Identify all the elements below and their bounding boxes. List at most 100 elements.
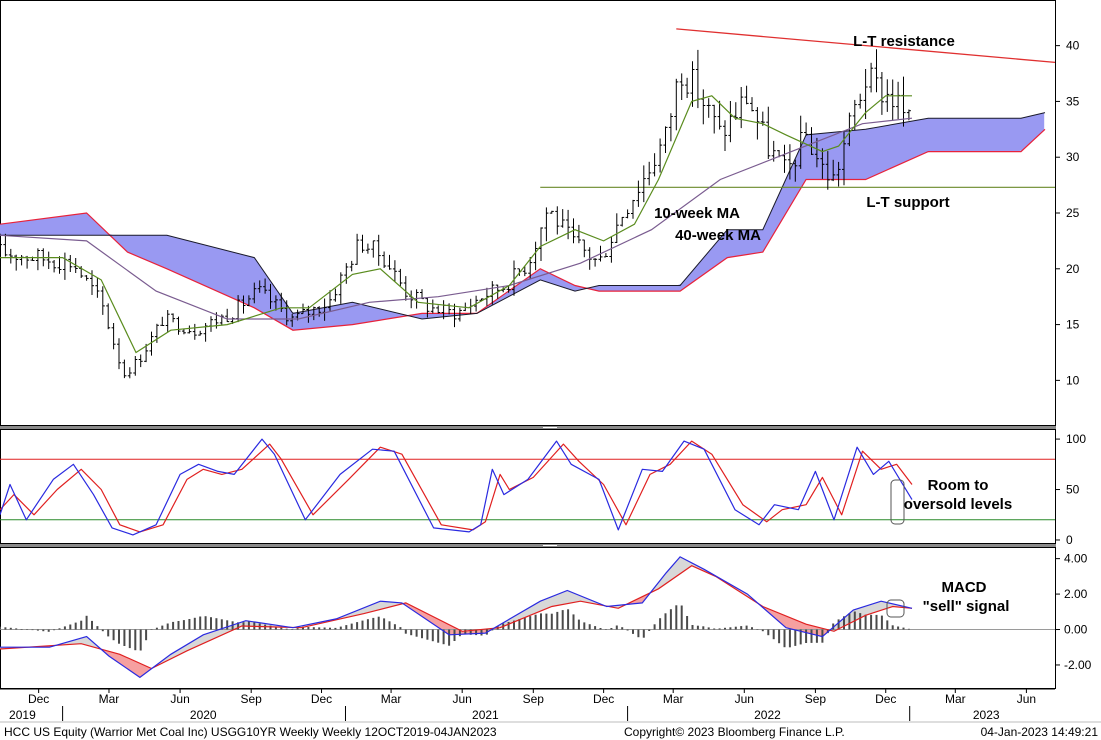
price-bar [679, 73, 684, 100]
price-bar [311, 306, 316, 321]
macd-histogram-bar [53, 629, 56, 631]
price-bar [263, 278, 268, 294]
price-bar [387, 254, 392, 270]
price-bar [685, 77, 690, 98]
oscillator-y-tick-label: 50 [1066, 483, 1080, 497]
macd-histogram-bar [783, 629, 786, 648]
month-tick-label: Sep [523, 692, 545, 706]
macd-histogram-bar [534, 614, 537, 630]
price-bar [344, 263, 349, 284]
oscillator-y-tick-label: 100 [1066, 432, 1086, 446]
price-bar [290, 314, 295, 327]
macd-histogram-bar [713, 628, 716, 630]
macd-histogram-bar [875, 614, 878, 630]
macd-histogram-bar [810, 629, 813, 643]
macd-histogram-bar [718, 628, 721, 630]
price-bar [896, 81, 901, 119]
price-bar [804, 122, 809, 136]
price-bar [257, 280, 262, 293]
macd-histogram-bar [139, 629, 142, 651]
macd-histogram-bar [404, 629, 407, 634]
macd-histogram-bar [491, 629, 494, 631]
macd-histogram-bar [637, 629, 640, 638]
macd-histogram-bar [886, 620, 889, 630]
cloud-span-b-line [0, 128, 1046, 331]
macd-histogram-bar [123, 629, 126, 646]
macd-histogram-bar [859, 613, 862, 630]
price-bar [203, 323, 208, 342]
price-bar [728, 101, 733, 143]
macd-histogram-bar [47, 629, 50, 632]
price-bar [582, 239, 587, 258]
macd-histogram-bar [383, 618, 386, 630]
macd-histogram-bar [334, 627, 337, 630]
macd-histogram-bar [745, 625, 748, 630]
macd-histogram-bar [453, 629, 456, 641]
price-bar [160, 316, 165, 326]
month-tick-label: Dec [311, 692, 332, 706]
splitter-handle-bottom[interactable] [0, 544, 1056, 547]
macd-histogram-bar [366, 619, 369, 630]
macd-histogram-bar [594, 626, 597, 630]
macd-histogram-bar [696, 625, 699, 630]
macd-histogram-bar [675, 605, 678, 630]
oscillator-panel: 0 50 100 [0, 432, 1086, 547]
macd-histogram-bar [788, 629, 791, 648]
macd-histogram-bar [280, 627, 283, 630]
macd-histogram-bar [707, 627, 710, 630]
price-bar [457, 307, 462, 322]
price-panel: 10 15 20 25 30 35 40 [0, 28, 1080, 387]
macd-histogram-bar [431, 629, 434, 642]
price-bar [382, 251, 387, 268]
price-bar [62, 252, 67, 280]
macd-histogram-bar [91, 620, 93, 630]
macd-histogram-bar [864, 614, 867, 630]
price-bar [403, 276, 408, 301]
price-bar [122, 359, 127, 379]
price-bar [149, 331, 154, 356]
macd-annotation-line1: MACD [942, 579, 987, 596]
price-bar [750, 97, 754, 112]
month-tick-label: Mar [99, 692, 120, 706]
macd-histogram-bar [193, 617, 196, 630]
oscillator-y-tick-label: 0 [1066, 533, 1073, 547]
price-bar [858, 93, 863, 109]
price-bar [306, 305, 311, 323]
oscillator-annotation-line2: oversold levels [904, 496, 1012, 513]
macd-histogram-bar [604, 629, 607, 630]
price-bar [365, 243, 370, 254]
price-bar [268, 283, 273, 309]
month-tick-label: Dec [28, 692, 49, 706]
macd-histogram-bar [226, 620, 229, 630]
price-bar [706, 98, 711, 118]
macd-histogram-bar [323, 627, 326, 630]
cloud-span-a-line [0, 112, 1046, 320]
macd-histogram-bar [291, 629, 294, 630]
macd-difference-fill [493, 590, 606, 629]
macd-histogram-bar [702, 626, 705, 630]
price-y-tick-label: 20 [1066, 262, 1080, 276]
year-tick-label: 2023 [973, 708, 1000, 722]
macd-histogram-bar [15, 628, 18, 630]
price-bar [674, 78, 679, 131]
price-bar [52, 260, 57, 273]
price-bar [35, 248, 40, 271]
splitter-handle-top[interactable] [0, 426, 1056, 429]
price-bar [138, 354, 143, 368]
price-bar [273, 295, 278, 311]
macd-y-tick-label: 2.00 [1064, 587, 1088, 601]
macd-highlight-box [886, 599, 905, 618]
macd-histogram-bar [145, 629, 148, 641]
macd-histogram-bar [848, 613, 851, 630]
macd-histogram-bar [42, 629, 45, 632]
macd-histogram-bar [756, 629, 759, 630]
footer-copyright: Copyright© 2023 Bloomberg Finance L.P. [624, 725, 845, 739]
price-bar [246, 295, 251, 307]
month-tick-label: Mar [945, 692, 966, 706]
macd-histogram-bar [0, 626, 1, 630]
price-bar [187, 325, 192, 334]
macd-histogram-bar [85, 615, 88, 630]
macd-histogram-bar [740, 626, 743, 630]
price-bar [425, 297, 430, 318]
